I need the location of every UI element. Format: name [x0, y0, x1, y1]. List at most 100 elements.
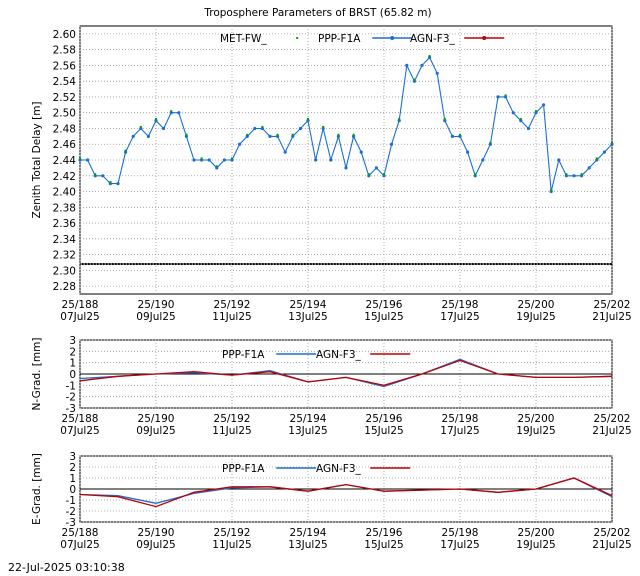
ztd-dot [337, 263, 339, 266]
ztd-dot [259, 263, 261, 266]
met-marker [124, 149, 127, 152]
x-tick-label-doy: 25/190 [138, 299, 175, 311]
data-point [405, 63, 409, 67]
ztd-dot [502, 263, 504, 266]
ztd-dot [169, 263, 171, 266]
ztd-dot [313, 263, 315, 266]
met-marker [459, 133, 461, 136]
y-tick-label: -2 [66, 392, 76, 404]
ztd-dot [160, 263, 162, 266]
ztd-dot [235, 263, 237, 266]
ztd-dot [370, 263, 372, 266]
ztd-dot [106, 263, 108, 266]
ztd-dot [508, 263, 510, 266]
ztd-dot [523, 263, 525, 266]
panel-1: 2.28 2.30 2.32 2.34 2.36 2.38 2.40 2.42 2.44 2.46… [31, 25, 632, 323]
ztd-dot [136, 263, 138, 266]
ztd-dot [472, 263, 474, 266]
x-tick-label-doy: 25/192 [214, 413, 251, 425]
ztd-dot [283, 263, 285, 266]
ztd-dot [454, 263, 456, 266]
ztd-dot [292, 263, 294, 266]
ztd-dot [550, 263, 552, 266]
ztd-dot [154, 263, 156, 266]
y-axis-label: N-Grad. [mm] [31, 338, 43, 411]
ztd-dot [574, 263, 576, 266]
series-line-ppp-f1a [79, 477, 613, 504]
legend-marker [390, 36, 395, 40]
y-tick-label: 3 [69, 335, 76, 347]
data-point [435, 71, 439, 75]
ztd-dot [544, 263, 546, 266]
ztd-dot [214, 263, 216, 266]
ztd-dot [577, 263, 579, 266]
y-axis-label: E-Grad. [mm] [31, 453, 43, 525]
x-tick-label-doy: 25/200 [518, 299, 555, 311]
ztd-dot [598, 263, 600, 266]
x-tick-label-date: 17Jul25 [440, 425, 479, 437]
met-marker [155, 118, 157, 121]
ztd-dot [271, 263, 273, 266]
data-point [283, 150, 287, 154]
x-tick-label-doy: 25/200 [518, 413, 555, 425]
met-marker [185, 133, 188, 136]
legend-label: PPP-F1A [318, 33, 361, 45]
ztd-dot [163, 263, 165, 266]
ztd-dot [427, 263, 429, 266]
data-point [390, 142, 394, 146]
ztd-dot [133, 263, 135, 266]
data-point [344, 166, 348, 170]
ztd-dot [121, 263, 123, 266]
met-marker [139, 125, 142, 128]
y-tick-label: 2 [69, 346, 76, 358]
ztd-dot [562, 263, 564, 266]
ztd-dot [439, 263, 441, 266]
ztd-dot [250, 263, 252, 266]
ztd-dot [331, 263, 333, 266]
ztd-dot [451, 263, 453, 266]
data-point [466, 150, 470, 154]
met-marker [398, 118, 401, 121]
x-tick-label-doy: 25/192 [214, 299, 251, 311]
ztd-dot [520, 263, 522, 266]
data-point [298, 126, 302, 131]
ztd-dot [568, 263, 570, 266]
ztd-dot [265, 263, 267, 266]
ztd-dot [409, 263, 411, 266]
x-tick-label-date: 13Jul25 [288, 425, 327, 437]
x-tick-label-date: 19Jul25 [516, 311, 555, 323]
y-tick-label: 2.50 [53, 108, 76, 120]
ztd-dot [595, 263, 597, 266]
data-point [359, 150, 363, 154]
ztd-dot [487, 263, 489, 266]
ztd-dot [442, 263, 444, 266]
ztd-dot [268, 263, 270, 266]
x-tick-label-date: 19Jul25 [516, 539, 555, 551]
ztd-dot [199, 263, 201, 266]
data-point [587, 166, 591, 170]
met-marker [200, 157, 203, 160]
y-tick-label: 2.54 [53, 76, 77, 88]
y-tick-label: 1 [69, 358, 76, 370]
timestamp: 22-Jul-2025 03:10:38 [8, 561, 125, 574]
data-point [207, 158, 211, 162]
data-point [420, 63, 424, 67]
y-tick-label: -1 [66, 495, 76, 507]
ztd-dot [478, 263, 480, 266]
x-tick-label-doy: 25/202 [594, 299, 631, 311]
y-tick-label: 0 [69, 369, 76, 381]
ztd-dot [358, 263, 360, 266]
met-marker [170, 110, 173, 113]
y-tick-label: 3 [69, 451, 76, 463]
x-tick-label-doy: 25/188 [62, 299, 99, 311]
ztd-dot [187, 263, 189, 266]
y-tick-label: 0 [69, 484, 76, 496]
ztd-dot [289, 263, 291, 266]
x-tick-label-date: 19Jul25 [516, 425, 555, 437]
met-marker [413, 78, 416, 81]
met-marker [322, 125, 325, 128]
met-marker [504, 94, 507, 97]
data-point [238, 142, 242, 146]
